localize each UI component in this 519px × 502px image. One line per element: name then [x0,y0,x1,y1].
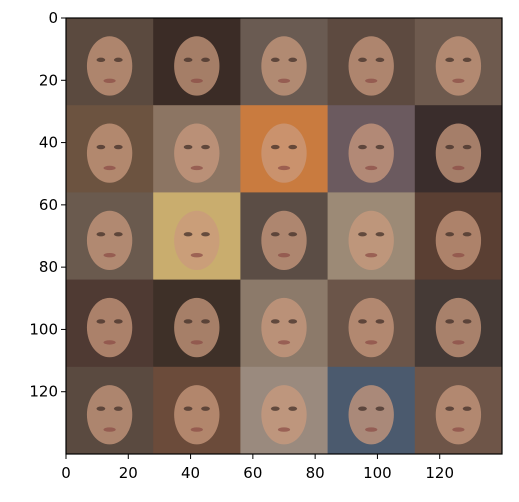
face-tile [240,192,329,281]
x-tick-label: 40 [181,464,200,482]
face-tile [327,18,416,106]
face-tile [153,279,241,368]
y-tick-label: 100 [29,320,58,338]
face-tile [240,105,329,193]
y-tick-label: 0 [48,9,58,27]
axes-frame [65,17,503,455]
x-tick-label: 80 [306,464,325,482]
y-tick-label: 120 [29,383,58,401]
face-tile [66,366,154,455]
face-tile [240,18,329,106]
y-tick-label: 60 [39,196,58,214]
x-tick-label: 0 [61,464,71,482]
face-tile [240,366,329,455]
face-tile [414,366,503,455]
face-tile [414,192,503,281]
face-tile [327,366,416,455]
face-tile [66,105,154,193]
face-image-grid [66,18,503,455]
y-tick-label: 40 [39,134,58,152]
face-tile [153,105,241,193]
x-axis: 0 20 40 60 80 100 120 [61,454,454,482]
face-tile [153,192,241,281]
face-tile [414,105,503,193]
face-tile [66,279,154,368]
face-tile [153,18,241,106]
y-tick-label: 20 [39,71,58,89]
face-tile [240,279,329,368]
x-tick-label: 60 [243,464,262,482]
face-tile [327,192,416,281]
face-tile [414,279,503,368]
x-tick-label: 120 [425,464,454,482]
face-tile [414,18,503,106]
x-tick-label: 100 [363,464,392,482]
face-tile [327,105,416,193]
face-tile [153,366,241,455]
face-tile [66,192,154,281]
face-tile [66,18,154,106]
face-tile [327,279,416,368]
y-tick-label: 80 [39,258,58,276]
y-axis: 0 20 40 60 80 100 120 [29,9,66,401]
x-tick-label: 20 [119,464,138,482]
